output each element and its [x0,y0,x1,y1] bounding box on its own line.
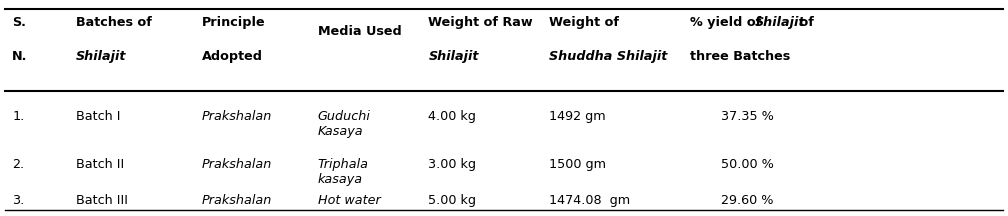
Text: 3.00 kg: 3.00 kg [428,158,477,171]
Text: 1474.08  gm: 1474.08 gm [549,194,630,207]
Text: Triphala
kasaya: Triphala kasaya [318,158,369,186]
Text: S.: S. [12,16,26,29]
Text: Weight of: Weight of [549,16,619,29]
Text: Batch II: Batch II [76,158,124,171]
Text: Guduchi
Kasaya: Guduchi Kasaya [318,110,370,138]
Text: Hot water: Hot water [318,194,380,207]
Text: Shuddha Shilajit: Shuddha Shilajit [549,51,667,64]
Text: 1500 gm: 1500 gm [549,158,607,171]
Text: Prakshalan: Prakshalan [202,194,272,207]
Text: Batch III: Batch III [76,194,128,207]
Text: Prakshalan: Prakshalan [202,110,272,123]
Text: Adopted: Adopted [202,51,263,64]
Text: three Batches: three Batches [690,51,790,64]
Text: Batches of: Batches of [76,16,151,29]
Text: Media Used: Media Used [318,25,401,38]
Text: of: of [794,16,813,29]
Text: Shilajit: Shilajit [76,51,126,64]
Text: 1.: 1. [12,110,24,123]
Text: 37.35 %: 37.35 % [721,110,773,123]
Text: % yield of: % yield of [690,16,766,29]
Text: N.: N. [12,51,27,64]
Text: Prakshalan: Prakshalan [202,158,272,171]
Text: 29.60 %: 29.60 % [721,194,773,207]
Text: Shilajit: Shilajit [755,16,805,29]
Text: Batch I: Batch I [76,110,120,123]
Text: 3.: 3. [12,194,24,207]
Text: Principle: Principle [202,16,265,29]
Text: 5.00 kg: 5.00 kg [428,194,477,207]
Text: Shilajit: Shilajit [428,51,479,64]
Text: 50.00 %: 50.00 % [721,158,773,171]
Text: Weight of Raw: Weight of Raw [428,16,533,29]
Text: 4.00 kg: 4.00 kg [428,110,476,123]
Text: 2.: 2. [12,158,24,171]
Text: 1492 gm: 1492 gm [549,110,606,123]
